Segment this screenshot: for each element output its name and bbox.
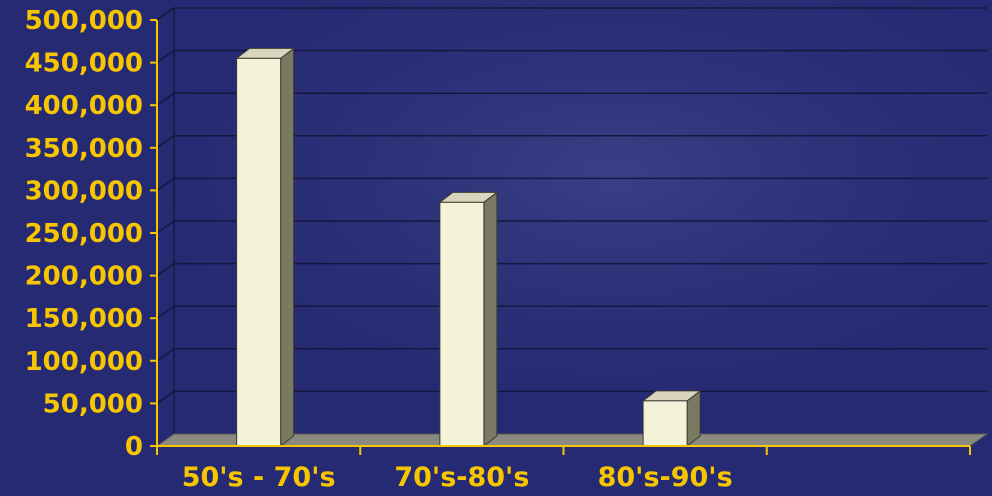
bar-1 — [235, 47, 296, 448]
y-tick-label: 150,000 — [25, 304, 143, 334]
bar-side — [280, 47, 295, 448]
bar-front — [439, 201, 485, 447]
gridline-side — [156, 305, 175, 319]
x-tick-label: 80's-90's — [598, 462, 733, 493]
gridline-side — [156, 220, 175, 234]
y-tick-label: 450,000 — [25, 49, 143, 79]
gridline-side — [156, 348, 175, 362]
y-tick-label: 100,000 — [25, 347, 143, 377]
bar-front — [236, 57, 282, 447]
y-tick-label: 200,000 — [25, 262, 143, 292]
gridline-side — [156, 177, 175, 192]
bar-3 — [641, 389, 702, 448]
x-tick-label: 70's-80's — [394, 462, 529, 493]
y-tick-label: 400,000 — [25, 91, 143, 121]
gridline-side — [156, 49, 175, 64]
y-tick-label: 0 — [125, 432, 143, 462]
y-tick-label: 250,000 — [25, 219, 143, 249]
y-tick-label: 350,000 — [25, 134, 143, 164]
gridline-side — [156, 390, 175, 405]
gridline-side — [156, 135, 175, 149]
y-tick-label: 50,000 — [43, 389, 143, 419]
y-tick-label: 300,000 — [25, 176, 143, 206]
bar-side — [483, 191, 498, 448]
x-tick-label: 50's - 70's — [182, 462, 336, 493]
bar-2 — [438, 191, 499, 448]
gridline-side — [156, 7, 175, 21]
gridline-side — [156, 92, 175, 106]
y-tick-label: 500,000 — [25, 6, 143, 36]
gridline-side — [156, 262, 175, 277]
bar-front — [642, 400, 688, 447]
